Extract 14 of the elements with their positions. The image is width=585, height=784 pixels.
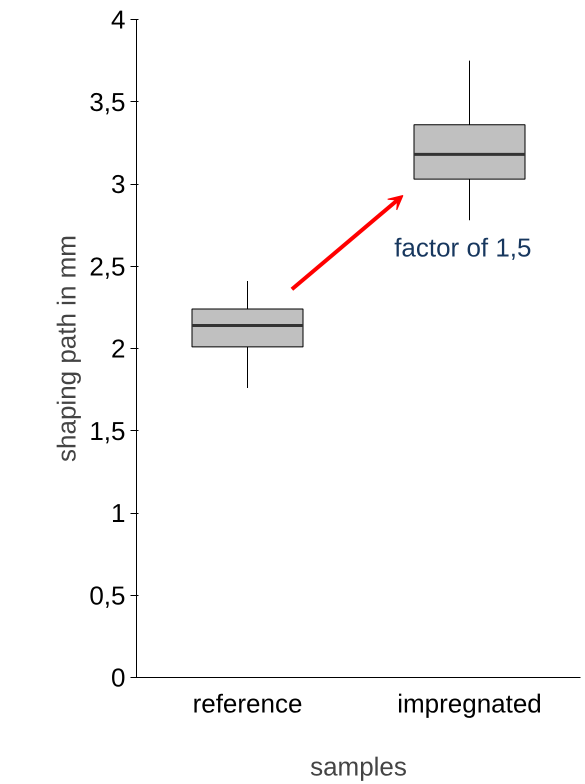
y-tick-label: 1 — [111, 498, 126, 528]
y-tick-label: 3 — [111, 169, 126, 199]
y-tick-label: 0,5 — [89, 580, 126, 610]
x-axis-title: samples — [310, 752, 407, 782]
y-tick-label: 0 — [111, 662, 126, 692]
y-tick-label: 2 — [111, 334, 126, 364]
annotation: factor of 1,5 — [394, 232, 532, 262]
x-tick-label: impregnated — [397, 688, 542, 718]
y-tick-label: 3,5 — [89, 86, 126, 117]
y-tick-label: 2,5 — [89, 251, 126, 282]
y-axis-title: shaping path in mm — [51, 235, 82, 462]
x-tick-label: reference — [192, 688, 302, 718]
y-tick-label: 1,5 — [89, 416, 126, 446]
y-tick-label: 4 — [111, 4, 126, 34]
